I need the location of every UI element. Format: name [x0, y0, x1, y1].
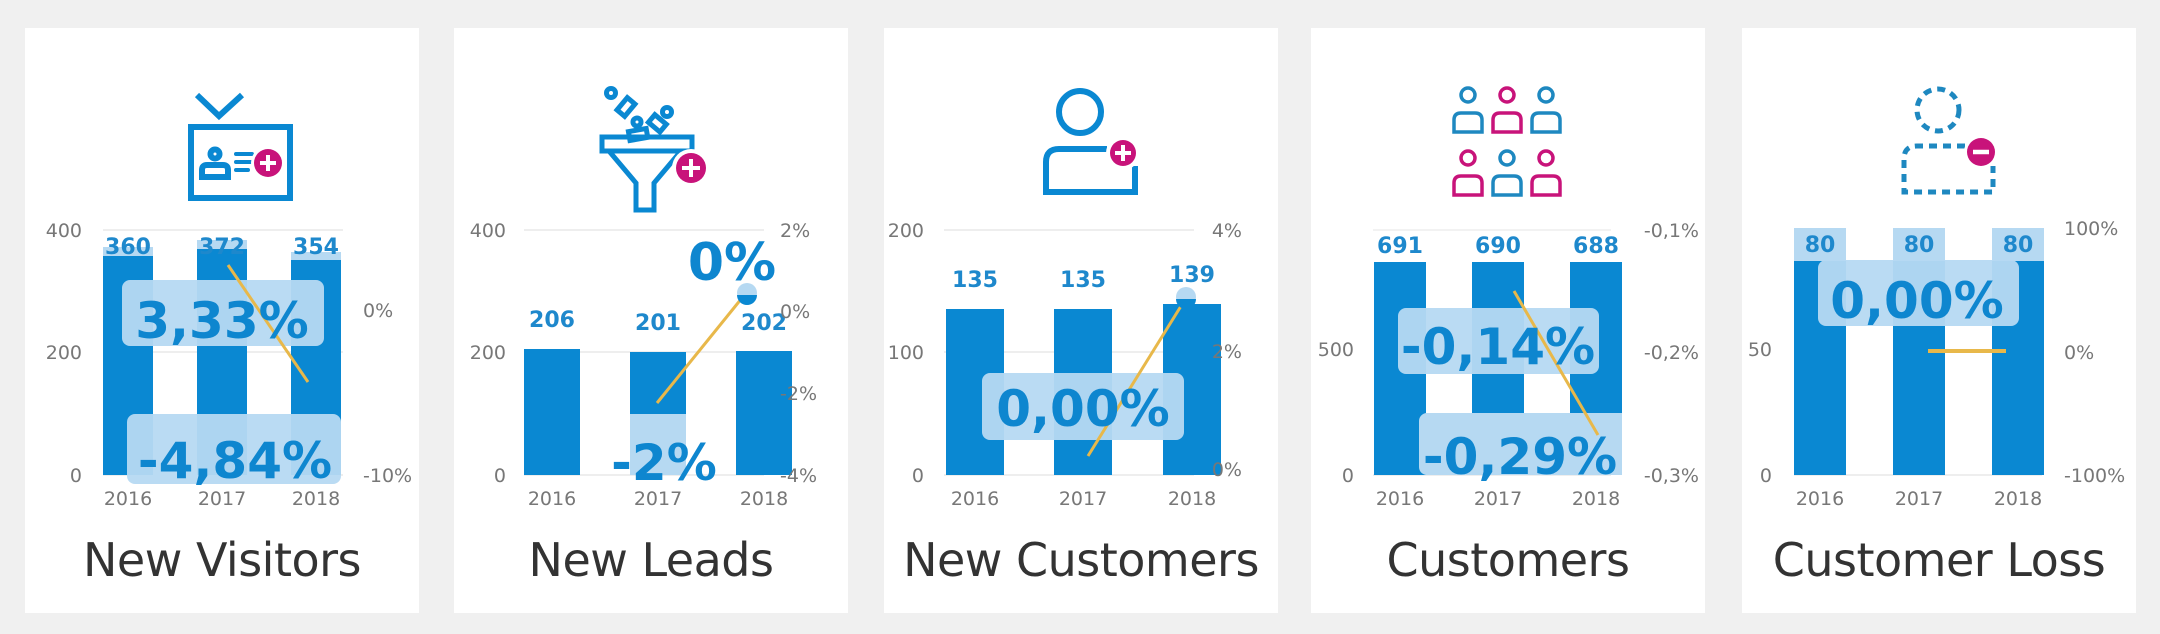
svg-text:500: 500 — [1318, 339, 1354, 361]
user-add-icon — [1043, 88, 1140, 195]
svg-text:400: 400 — [470, 220, 506, 242]
kpi-card-new-customers: 135 135 139 0,00% 200 100 0 4% 2% 0% 201… — [884, 28, 1278, 613]
kpi-card-new-leads: 206 201 202 0% -2% 400 200 0 2% 0% -2% -… — [454, 28, 848, 613]
card-title: New Visitors — [83, 533, 362, 587]
svg-text:360: 360 — [105, 235, 151, 260]
svg-text:2%: 2% — [780, 220, 810, 242]
svg-text:200: 200 — [470, 342, 506, 364]
card-title: New Leads — [528, 533, 774, 587]
svg-text:0: 0 — [494, 465, 506, 487]
svg-text:2018: 2018 — [1572, 488, 1620, 510]
kpi-bottom: -4,84% — [138, 432, 332, 490]
kpi-bottom: -0,29% — [1423, 428, 1617, 486]
svg-text:80: 80 — [1904, 233, 1935, 258]
chart-new-visitors: 360 372 354 3,33% -4,84% 400 200 0 0% -1… — [46, 220, 412, 510]
kpi-card-customers: 691 690 688 -0,14% -0,29% 500 0 -0,1% -0… — [1311, 28, 1705, 613]
svg-text:100: 100 — [888, 342, 924, 364]
svg-text:2%: 2% — [1212, 341, 1242, 363]
id-card-add-icon — [188, 92, 293, 201]
card-title: New Customers — [903, 533, 1259, 587]
svg-text:372: 372 — [199, 235, 245, 260]
chart-customers: 691 690 688 -0,14% -0,29% 500 0 -0,1% -0… — [1318, 220, 1699, 510]
funnel-add-icon — [599, 86, 710, 213]
svg-text:2017: 2017 — [1895, 488, 1943, 510]
kpi-top: 0% — [688, 233, 776, 293]
svg-text:-10%: -10% — [363, 465, 412, 487]
svg-text:201: 201 — [635, 311, 681, 336]
svg-text:688: 688 — [1573, 234, 1619, 259]
chart-customer-loss: 80 80 80 0,00% 50 0 100% 0% -100% 2016 2… — [1748, 218, 2125, 510]
svg-text:-0,1%: -0,1% — [1644, 220, 1699, 242]
user-remove-icon — [1901, 86, 1998, 195]
svg-text:0: 0 — [912, 465, 924, 487]
svg-text:200: 200 — [888, 220, 924, 242]
svg-text:135: 135 — [1060, 268, 1106, 293]
svg-text:80: 80 — [2003, 233, 2034, 258]
svg-text:202: 202 — [741, 311, 787, 336]
svg-text:0%: 0% — [2064, 342, 2094, 364]
chart-new-leads: 206 201 202 0% -2% 400 200 0 2% 0% -2% -… — [470, 220, 817, 510]
svg-text:2016: 2016 — [528, 488, 576, 510]
svg-text:4%: 4% — [1212, 220, 1242, 242]
kpi-card-customer-loss: 80 80 80 0,00% 50 0 100% 0% -100% 2016 2… — [1742, 28, 2136, 613]
svg-text:2018: 2018 — [1994, 488, 2042, 510]
kpi-top: -0,14% — [1401, 318, 1595, 376]
svg-text:2018: 2018 — [740, 488, 788, 510]
svg-text:2017: 2017 — [198, 488, 246, 510]
svg-text:2016: 2016 — [1376, 488, 1424, 510]
svg-text:0%: 0% — [780, 301, 810, 323]
svg-text:-0,3%: -0,3% — [1644, 465, 1699, 487]
svg-text:354: 354 — [293, 235, 339, 260]
svg-text:-0,2%: -0,2% — [1644, 342, 1699, 364]
kpi-top: 3,33% — [135, 292, 308, 350]
svg-text:2017: 2017 — [1474, 488, 1522, 510]
svg-text:139: 139 — [1169, 263, 1215, 288]
bar-2016[interactable] — [524, 349, 580, 475]
svg-text:690: 690 — [1475, 234, 1521, 259]
kpi-center: 0,00% — [996, 380, 1169, 438]
svg-text:2018: 2018 — [1168, 488, 1216, 510]
svg-text:206: 206 — [529, 308, 575, 333]
kpi-card-new-visitors: 360 372 354 3,33% -4,84% 400 200 0 0% -1… — [25, 28, 419, 613]
svg-text:50: 50 — [1748, 339, 1772, 361]
svg-text:0: 0 — [1760, 465, 1772, 487]
svg-text:691: 691 — [1377, 234, 1423, 259]
svg-text:100%: 100% — [2064, 218, 2118, 240]
svg-text:-2%: -2% — [780, 383, 817, 405]
svg-text:-4%: -4% — [780, 465, 817, 487]
svg-text:-100%: -100% — [2064, 465, 2125, 487]
svg-text:2017: 2017 — [634, 488, 682, 510]
svg-text:0%: 0% — [1212, 459, 1242, 481]
chart-new-customers: 135 135 139 0,00% 200 100 0 4% 2% 0% 201… — [888, 220, 1242, 510]
svg-text:2016: 2016 — [1796, 488, 1844, 510]
svg-text:0: 0 — [1342, 465, 1354, 487]
svg-text:2016: 2016 — [104, 488, 152, 510]
svg-text:135: 135 — [952, 268, 998, 293]
svg-text:2018: 2018 — [292, 488, 340, 510]
svg-text:80: 80 — [1805, 233, 1836, 258]
svg-text:0%: 0% — [363, 300, 393, 322]
svg-text:200: 200 — [46, 342, 82, 364]
card-title: Customers — [1386, 533, 1630, 587]
svg-text:0: 0 — [70, 465, 82, 487]
svg-text:2017: 2017 — [1059, 488, 1107, 510]
bar-2018[interactable] — [736, 351, 792, 475]
kpi-bottom: -2% — [611, 434, 717, 492]
people-group-icon — [1452, 86, 1562, 197]
card-title: Customer Loss — [1772, 533, 2106, 587]
svg-text:2016: 2016 — [951, 488, 999, 510]
kpi-top: 0,00% — [1830, 272, 2003, 330]
svg-text:400: 400 — [46, 220, 82, 242]
